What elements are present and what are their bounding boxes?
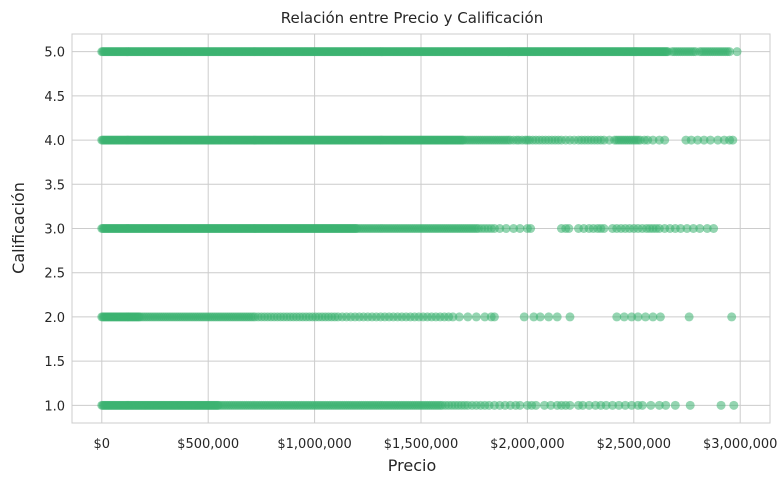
data-point — [501, 224, 511, 233]
data-point — [655, 312, 665, 322]
x-tick-label: $500,000 — [177, 437, 239, 452]
data-point — [614, 400, 624, 410]
y-tick-label: 5.0 — [44, 46, 65, 61]
x-tick-label: $3,000,000 — [703, 437, 777, 452]
data-point — [661, 400, 671, 410]
data-point — [627, 312, 637, 322]
data-point — [608, 400, 618, 410]
data-point — [709, 224, 719, 233]
data-point — [544, 312, 554, 322]
data-point — [480, 312, 490, 322]
data-point — [686, 135, 696, 145]
data-point — [688, 224, 698, 233]
data-point — [627, 400, 637, 410]
x-tick-labels: $0 $500,000 $1,000,000 $1,500,000 $2,000,000… — [94, 437, 778, 452]
data-point — [637, 400, 647, 410]
data-point — [546, 400, 556, 410]
y-tick-labels: 1.0 1.5 2.0 2.5 3.0 3.5 4.0 4.5 5.0 — [44, 46, 65, 415]
data-point — [676, 224, 686, 233]
data-point — [612, 312, 622, 322]
data-point — [693, 135, 703, 145]
data-point — [565, 312, 575, 322]
data-point — [641, 312, 651, 322]
data-points — [97, 47, 742, 410]
data-point — [565, 400, 575, 410]
y-axis-label: Calificación — [9, 182, 28, 274]
y-tick-label: 3.0 — [44, 223, 65, 238]
data-point — [526, 224, 536, 233]
data-point — [716, 400, 726, 410]
data-point — [599, 224, 609, 233]
data-point — [539, 400, 549, 410]
data-point — [619, 312, 629, 322]
data-point — [685, 400, 695, 410]
data-point — [695, 224, 705, 233]
data-point — [620, 400, 630, 410]
data-point — [725, 47, 735, 57]
data-point — [578, 400, 588, 410]
data-point — [584, 400, 594, 410]
data-point — [648, 312, 658, 322]
data-point — [564, 224, 574, 233]
data-point — [515, 400, 525, 410]
y-tick-label: 1.0 — [44, 399, 65, 414]
data-point — [519, 312, 529, 322]
x-tick-label: $2,000,000 — [490, 437, 564, 452]
y-tick-label: 4.5 — [44, 90, 65, 105]
data-point — [702, 224, 712, 233]
data-point — [684, 312, 694, 322]
data-point — [648, 135, 658, 145]
data-point — [728, 135, 738, 145]
data-point — [660, 135, 670, 145]
data-point — [471, 312, 481, 322]
data-point — [705, 135, 715, 145]
data-point — [713, 135, 723, 145]
x-tick-label: $1,000,000 — [277, 437, 351, 452]
x-tick-label: $2,500,000 — [597, 437, 671, 452]
x-tick-label: $1,500,000 — [384, 437, 458, 452]
data-point — [535, 312, 545, 322]
plot-border — [71, 33, 771, 424]
y-tick-label: 1.5 — [44, 355, 65, 370]
data-point — [515, 224, 525, 233]
y-tick-label: 4.0 — [44, 134, 65, 149]
data-point — [633, 312, 643, 322]
data-point — [454, 312, 464, 322]
x-axis-label: Precio — [388, 456, 436, 475]
y-tick-label: 2.0 — [44, 311, 65, 326]
chart-title: Relación entre Precio y Calificación — [281, 9, 544, 27]
data-point — [509, 224, 519, 233]
data-point — [601, 400, 611, 410]
data-point — [699, 135, 709, 145]
data-point — [670, 400, 680, 410]
data-point — [552, 312, 562, 322]
y-tick-label: 3.5 — [44, 178, 65, 193]
data-point — [732, 47, 742, 57]
data-point — [727, 312, 737, 322]
data-point — [654, 400, 664, 410]
data-point — [489, 312, 499, 322]
data-point — [529, 312, 539, 322]
axes-frame — [71, 33, 771, 424]
data-point — [646, 400, 656, 410]
data-point — [448, 312, 458, 322]
x-tick-label: $0 — [94, 437, 111, 452]
data-point — [495, 224, 505, 233]
data-point — [463, 312, 473, 322]
data-point — [531, 400, 541, 410]
y-tick-label: 2.5 — [44, 267, 65, 282]
data-point — [729, 400, 739, 410]
data-point — [682, 224, 692, 233]
